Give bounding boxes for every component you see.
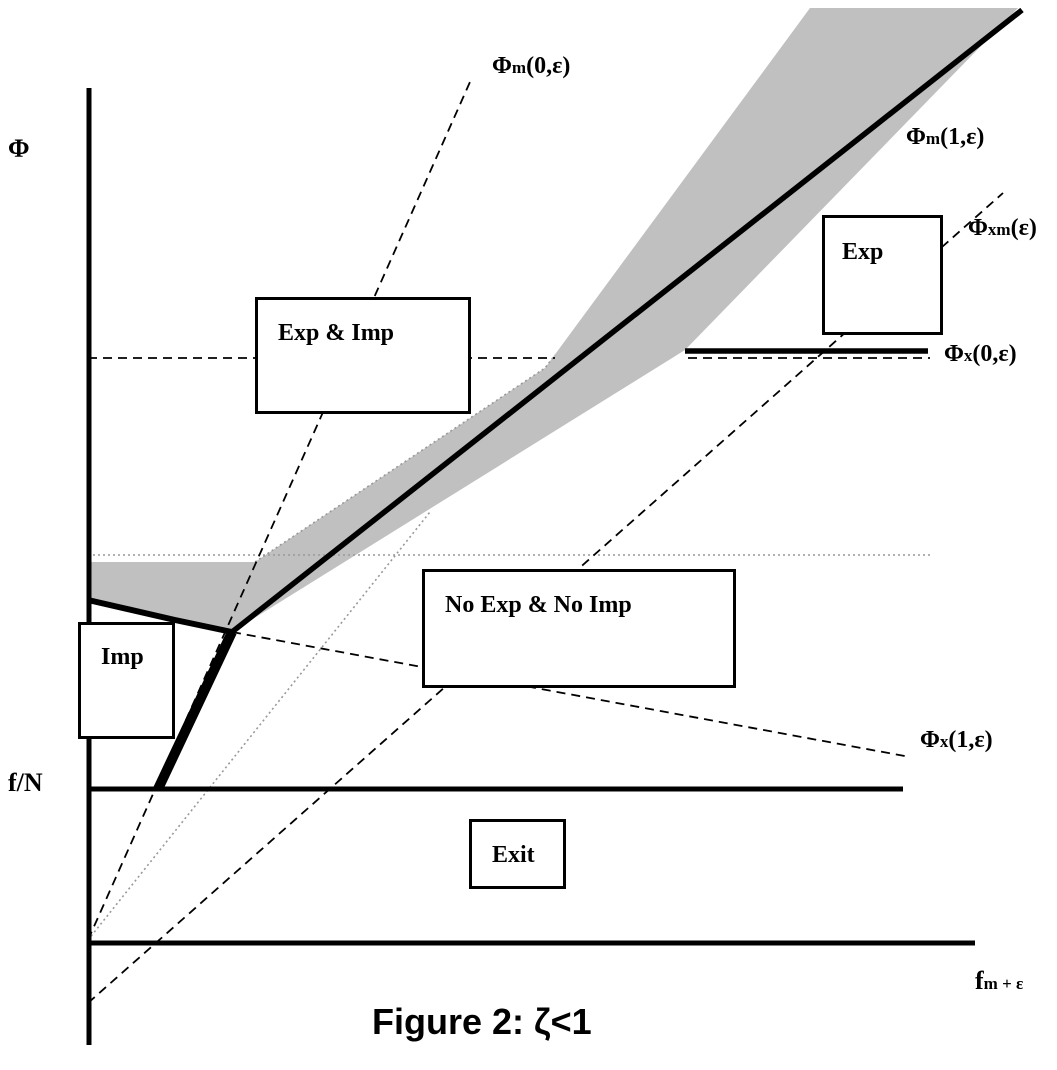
region-imp-box — [78, 622, 175, 739]
dotted-diagonal-line — [87, 511, 431, 941]
phi-m0-arg: (0,ε) — [526, 53, 571, 79]
region-no-exp-no-imp-box — [422, 569, 736, 688]
imp-upper-boundary — [87, 597, 233, 635]
x-axis-label-sub: m + ε — [983, 974, 1024, 993]
phi-x1-main: Φ — [920, 727, 940, 753]
y-axis-label: Φ — [8, 134, 30, 163]
phi-x1-arg: (1,ε) — [948, 727, 993, 753]
phi-m1-main: Φ — [906, 124, 926, 150]
x-axis-label-main: f — [975, 966, 984, 995]
phi-x1-label: Φx(1,ε) — [920, 728, 993, 752]
phi-xm-dashed-line — [87, 192, 1004, 1004]
region-exit-box — [469, 819, 566, 889]
phi-xm-arg: (ε) — [1010, 215, 1037, 241]
x-axis-label: fm + ε — [975, 968, 1023, 994]
phi-m1-sub: m — [925, 129, 941, 148]
region-imp-label: Imp — [101, 644, 144, 670]
region-exp-imp-box — [255, 297, 471, 414]
phi-x0-arg: (0,ε) — [972, 341, 1017, 367]
phi-m0-sub: m — [511, 58, 527, 77]
dotted-upper-boundary — [254, 354, 556, 563]
phi-m0-dashed-line — [87, 81, 471, 941]
imp-exit-boundary — [153, 629, 237, 792]
phi-x0-sub: x — [963, 346, 973, 365]
region-exp-label: Exp — [842, 239, 884, 265]
phi-m1-label: Φm(1,ε) — [906, 125, 984, 149]
phi-x0-main: Φ — [944, 341, 964, 367]
fn-label: f/N — [8, 768, 43, 797]
region-exp-box — [822, 215, 943, 335]
region-no-exp-no-imp-label: No Exp & No Imp — [445, 592, 632, 618]
phi-x1-sub: x — [939, 732, 949, 751]
phi-xm-main: Φ — [968, 215, 988, 241]
phi-x1-dashed-line — [231, 631, 911, 758]
phi-xm-label: Φxm(ε) — [968, 216, 1037, 240]
phi-m0-main: Φ — [492, 53, 512, 79]
phi-m1-boundary-line — [230, 7, 1024, 635]
phi-m1-arg: (1,ε) — [940, 124, 985, 150]
region-exit-label: Exit — [492, 842, 535, 868]
region-exp-imp-label: Exp & Imp — [278, 320, 395, 346]
phi-xm-sub: xm — [987, 220, 1011, 239]
figure-caption: Figure 2: ζ<1 — [372, 1001, 592, 1042]
shaded-region — [88, 8, 1018, 632]
phi-m0-label: Φm(0,ε) — [492, 54, 570, 78]
phi-x0-label: Φx(0,ε) — [944, 342, 1017, 366]
